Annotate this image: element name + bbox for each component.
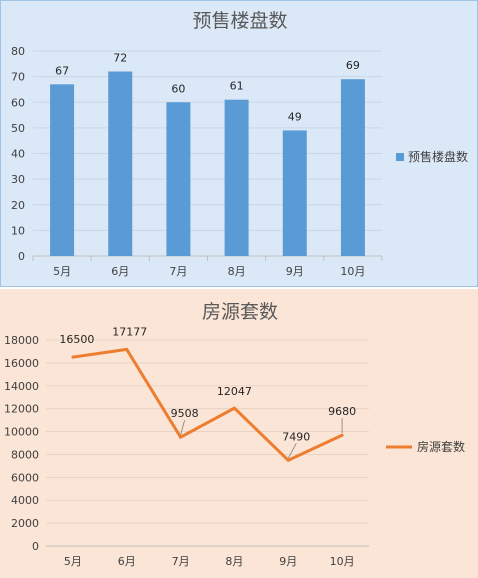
bar-y-tick-label: 50 <box>11 122 25 135</box>
line-point <box>340 433 344 437</box>
bar-data-label: 72 <box>113 52 127 65</box>
line-y-tick-label: 12000 <box>4 403 39 416</box>
bar-chart: 预售楼盘数 0 10 20 30 40 50 60 70 80 67 72 60 61 49 69 5月 6… <box>0 0 478 287</box>
bar-x-tick-label: 7月 <box>169 265 187 278</box>
bar <box>224 99 249 256</box>
bar-data-label: 60 <box>171 82 185 95</box>
line-data-label: 12047 <box>217 385 252 398</box>
bar-x-tick-label: 10月 <box>340 265 365 278</box>
line-point <box>125 347 129 351</box>
bar <box>340 79 365 256</box>
line-legend-label: 房源套数 <box>417 439 465 454</box>
bar-y-tick-label: 0 <box>18 250 25 263</box>
line-data-label: 9508 <box>171 407 199 420</box>
bar-legend-swatch <box>396 153 404 161</box>
line-label-leader <box>287 443 297 459</box>
line-x-tick-label: 9月 <box>279 555 297 568</box>
bar-chart-legend: 预售楼盘数 <box>396 149 468 164</box>
line-chart-legend: 房源套数 <box>386 439 465 454</box>
bar-data-label: 61 <box>230 80 244 93</box>
bar-data-label: 69 <box>346 59 360 72</box>
bar <box>108 71 133 256</box>
line-point <box>71 355 75 359</box>
line-y-tick-label: 14000 <box>4 380 39 393</box>
line-y-tick-label: 18000 <box>4 334 39 347</box>
line-x-tick-label: 8月 <box>225 555 243 568</box>
bar <box>50 84 75 256</box>
bar-x-tick-label: 9月 <box>286 265 304 278</box>
bar-x-tick-label: 6月 <box>111 265 129 278</box>
bar-y-tick-label: 20 <box>11 199 25 212</box>
line-chart: 房源套数 0 2000 4000 6000 8000 10000 12000 14000 160… <box>0 289 478 578</box>
bar-x-tick-label: 8月 <box>228 265 246 278</box>
bar <box>282 130 307 256</box>
line-x-tick-label: 10月 <box>330 555 355 568</box>
line-chart-title: 房源套数 <box>202 301 278 323</box>
bar-data-label: 67 <box>55 64 69 77</box>
line-series <box>72 347 343 462</box>
line-data-label: 17177 <box>112 325 147 338</box>
line-y-tick-label: 8000 <box>11 448 39 461</box>
line-data-label: 9680 <box>328 405 356 418</box>
bar-data-label: 49 <box>288 110 302 123</box>
line-chart-background <box>0 289 478 578</box>
line-y-tick-label: 4000 <box>11 494 39 507</box>
line-label-leader <box>180 420 185 436</box>
line-y-tick-label: 2000 <box>11 517 39 530</box>
line-chart-panel: 房源套数 0 2000 4000 6000 8000 10000 12000 14000 160… <box>0 289 478 578</box>
bar-y-tick-label: 10 <box>11 224 25 237</box>
line-y-tick-label: 0 <box>32 540 39 553</box>
bar-chart-panel: 预售楼盘数 0 10 20 30 40 50 60 70 80 67 72 60 61 49 69 5月 6… <box>0 0 478 287</box>
bar-y-tick-label: 40 <box>11 148 25 161</box>
bar-y-tick-label: 80 <box>11 45 25 58</box>
line-x-tick-label: 7月 <box>172 555 190 568</box>
line-y-tick-label: 10000 <box>4 426 39 439</box>
line-y-tick-label: 6000 <box>11 471 39 484</box>
line-x-tick-label: 5月 <box>64 555 82 568</box>
line-point <box>179 435 183 439</box>
bar-chart-title: 预售楼盘数 <box>192 10 287 32</box>
line-y-tick-label: 16000 <box>4 357 39 370</box>
bar-y-tick-label: 60 <box>11 96 25 109</box>
line-point <box>232 406 236 410</box>
line-data-label: 7490 <box>282 430 310 443</box>
line-point <box>286 458 290 462</box>
bar-x-tick-label: 5月 <box>53 265 71 278</box>
bar-legend-label: 预售楼盘数 <box>408 149 468 164</box>
line-x-tick-label: 6月 <box>118 555 136 568</box>
bar-y-tick-label: 70 <box>11 71 25 84</box>
line-data-label: 16500 <box>59 333 94 346</box>
bar <box>166 102 191 256</box>
bar-y-tick-label: 30 <box>11 173 25 186</box>
